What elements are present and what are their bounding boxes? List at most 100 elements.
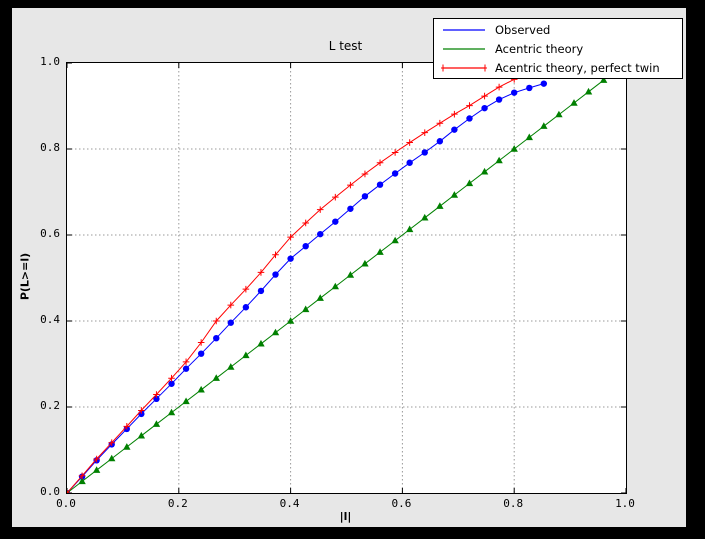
marker-plus (287, 233, 294, 241)
marker-plus (481, 92, 488, 100)
marker-plus (182, 358, 190, 366)
marker-triangle (301, 305, 310, 313)
x-axis-label: |l| (339, 510, 352, 523)
marker-circle (466, 115, 473, 122)
marker-triangle (570, 99, 578, 106)
marker-circle (257, 287, 265, 295)
marker-circle (227, 319, 234, 326)
marker-circle (540, 80, 548, 87)
legend-label-perfect-twin: Acentric theory, perfect twin (495, 60, 660, 75)
y-tick-label: 0.2 (40, 399, 60, 412)
y-tick-label: 0.0 (40, 485, 60, 498)
x-tick-label: 0.6 (391, 497, 412, 510)
marker-circle (376, 181, 384, 188)
marker-circle (242, 304, 250, 311)
marker-circle (511, 89, 518, 96)
marker-triangle (227, 363, 235, 370)
x-tick-label: 1.0 (615, 497, 635, 510)
marker-plus (242, 285, 250, 293)
observed-line-sample (443, 28, 485, 31)
marker-triangle (137, 431, 146, 439)
marker-circle (495, 96, 503, 103)
marker-plus (78, 472, 86, 480)
acentric-theory-line-sample (443, 47, 485, 50)
marker-plus (168, 374, 175, 382)
marker-plus (466, 102, 473, 109)
marker-circle (526, 84, 533, 92)
marker-triangle (510, 145, 518, 152)
marker-triangle (108, 454, 116, 462)
marker-circle (272, 271, 279, 278)
y-tick-label: 0.6 (40, 227, 60, 240)
marker-plus (421, 129, 429, 136)
marker-triangle (480, 167, 489, 175)
marker-triangle (450, 191, 459, 198)
plot-svg (67, 63, 626, 493)
marker-circle (317, 230, 324, 238)
legend-box: Observed Acentric theory Acentric theory… (433, 18, 683, 79)
legend-item-acentric-theory: Acentric theory (434, 39, 682, 58)
y-tick-label: 1.0 (40, 55, 60, 68)
series-line-2 (67, 68, 544, 493)
marker-plus (123, 423, 131, 430)
marker-plus (376, 159, 384, 167)
marker-triangle (540, 122, 548, 129)
marker-triangle (78, 477, 86, 485)
marker-circle (347, 205, 354, 212)
marker-plus (93, 455, 100, 463)
marker-circle (168, 380, 175, 387)
marker-plus (108, 439, 116, 446)
y-tick-label: 0.8 (40, 141, 60, 154)
marker-triangle (421, 213, 429, 221)
legend-label-acentric-theory: Acentric theory (495, 41, 584, 56)
marker-circle (481, 104, 488, 112)
marker-plus (332, 193, 339, 201)
marker-triangle (212, 374, 220, 381)
marker-triangle (405, 225, 414, 233)
marker-circle (153, 395, 160, 403)
marker-triangle (346, 271, 355, 278)
marker-triangle (331, 282, 340, 290)
marker-plus (406, 139, 413, 146)
marker-circle (302, 242, 309, 250)
marker-circle (406, 159, 413, 166)
y-tick-label: 0.4 (40, 313, 60, 326)
marker-triangle (242, 351, 250, 359)
marker-triangle (391, 236, 399, 244)
marker-circle (213, 335, 220, 342)
marker-triangle (361, 259, 369, 267)
legend-item-perfect-twin: Acentric theory, perfect twin (434, 58, 682, 77)
marker-triangle (599, 76, 608, 83)
x-tick-label: 0.2 (167, 497, 188, 510)
x-tick-label: 0.0 (56, 497, 76, 510)
marker-triangle (286, 317, 295, 324)
marker-circle (451, 126, 458, 133)
legend-item-observed: Observed (434, 20, 682, 39)
marker-circle (436, 138, 444, 145)
marker-triangle (376, 248, 384, 255)
marker-triangle (316, 294, 324, 301)
marker-circle (182, 365, 190, 372)
y-axis-label: P(L>=l) (18, 252, 32, 301)
series-line-0 (67, 83, 544, 493)
chart-title: L test (328, 39, 363, 53)
marker-circle (361, 193, 369, 200)
marker-circle (332, 218, 339, 225)
marker-triangle (495, 156, 503, 164)
marker-triangle (555, 110, 563, 118)
marker-plus (272, 251, 279, 259)
marker-triangle (257, 339, 265, 347)
marker-triangle (167, 408, 176, 416)
marker-plus (302, 219, 309, 227)
marker-plus (495, 83, 503, 91)
perfect-twin-line-sample (441, 64, 487, 71)
legend-label-observed: Observed (495, 22, 551, 37)
marker-triangle (436, 202, 444, 209)
marker-plus (197, 339, 205, 346)
x-tick-label: 0.4 (279, 497, 300, 510)
marker-plus (227, 301, 235, 309)
marker-circle (287, 255, 294, 262)
marker-plus (316, 206, 324, 213)
marker-plus (361, 170, 369, 178)
